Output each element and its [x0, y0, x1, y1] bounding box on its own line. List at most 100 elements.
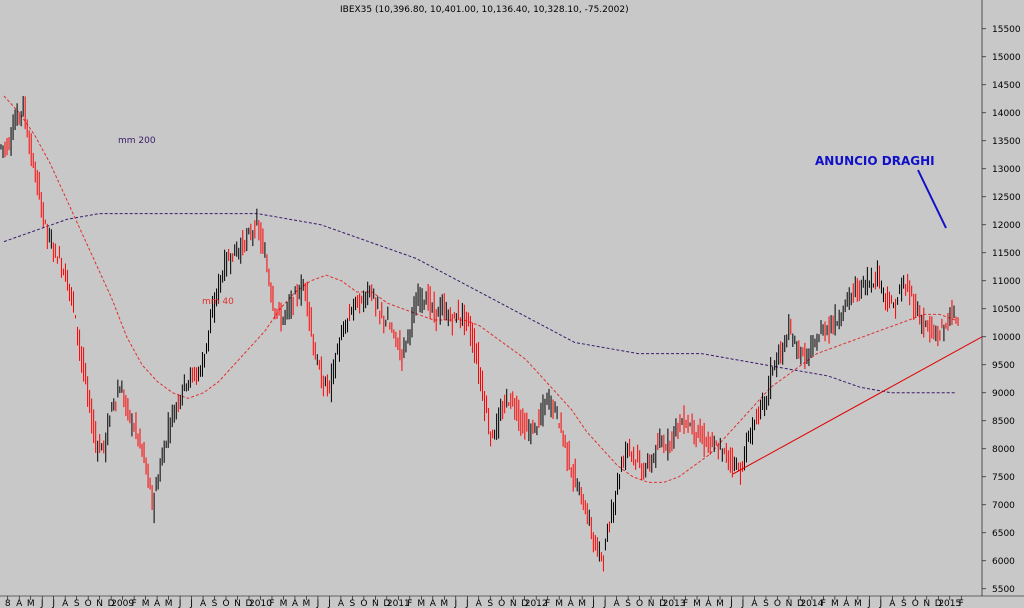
- x-tick-label: S: [74, 599, 80, 608]
- x-tick-label: A: [751, 599, 758, 608]
- x-tick-label: O: [85, 599, 92, 608]
- y-tick-label: 12000: [992, 221, 1021, 231]
- x-tick-label: J: [51, 599, 55, 608]
- x-tick-label: F: [269, 599, 274, 608]
- y-tick-label: 6500: [992, 529, 1015, 539]
- x-tick-label: M: [693, 599, 701, 608]
- x-tick-label: J: [465, 599, 469, 608]
- x-tick-label: 2015: [938, 599, 961, 608]
- y-tick-label: 14500: [992, 81, 1021, 91]
- x-tick-label: N: [923, 599, 930, 608]
- x-tick-label: J: [867, 599, 871, 608]
- x-tick-label: O: [912, 599, 919, 608]
- x-tick-label: F: [683, 599, 688, 608]
- x-tick-label: 2012: [525, 599, 548, 608]
- x-tick-label: M: [142, 599, 150, 608]
- x-tick-label: A: [430, 599, 437, 608]
- x-tick-label: S: [901, 599, 907, 608]
- x-tick-label: J: [603, 599, 607, 608]
- x-tick-label: O: [360, 599, 367, 608]
- y-tick-label: 14000: [992, 109, 1021, 119]
- y-axis: 5500 6000 6500 7000 7500 8000 8500 9000 9500 1000…: [982, 25, 1021, 595]
- x-tick-label: A: [154, 599, 161, 608]
- x-tick-label: J: [741, 599, 745, 608]
- x-tick-label: M: [280, 599, 288, 608]
- annotation-arrow: [917, 169, 947, 229]
- mm200-series: [3, 213, 955, 394]
- x-tick-label: J: [327, 599, 331, 608]
- x-tick-label: 2013: [663, 599, 686, 608]
- x-tick-label: M: [165, 599, 173, 608]
- x-tick-label: M: [440, 599, 448, 608]
- y-tick-label: 8500: [992, 417, 1015, 427]
- y-tick-label: 11500: [992, 249, 1021, 259]
- y-tick-label: 8000: [992, 445, 1015, 455]
- x-tick-label: N: [648, 599, 655, 608]
- y-tick-label: 5500: [992, 585, 1015, 595]
- x-tick-label: S: [487, 599, 493, 608]
- x-tick-label: D: [797, 599, 804, 608]
- x-tick-label: 2011: [387, 599, 410, 608]
- price-series: [0, 96, 959, 572]
- trendline: [732, 336, 983, 475]
- x-tick-label: 2009: [111, 599, 134, 608]
- x-tick-label: D: [108, 599, 115, 608]
- x-tick-label: D: [935, 599, 942, 608]
- mm200-line: [3, 213, 955, 394]
- x-tick-label: A: [568, 599, 575, 608]
- x-tick-label: M: [555, 599, 563, 608]
- mm40-series: [3, 95, 956, 483]
- x-tick-label: 8: [5, 599, 11, 608]
- mm40-line: [3, 95, 956, 483]
- x-tick-label: A: [614, 599, 621, 608]
- x-tick-label: A: [292, 599, 299, 608]
- x-tick-label: J: [591, 599, 595, 608]
- chart-title: IBEX35 (10,396.80, 10,401.00, 10,136.40,…: [340, 5, 629, 15]
- x-tick-label: D: [659, 599, 666, 608]
- x-tick-label: O: [498, 599, 505, 608]
- x-tick-label: O: [222, 599, 229, 608]
- y-tick-label: 11000: [992, 277, 1021, 287]
- x-tick-label: J: [316, 599, 320, 608]
- x-tick-label: N: [96, 599, 103, 608]
- x-tick-label: S: [212, 599, 218, 608]
- x-tick-label: F: [821, 599, 826, 608]
- x-tick-label: 2010: [249, 599, 272, 608]
- x-tick-label: M: [578, 599, 586, 608]
- x-tick-label: N: [510, 599, 517, 608]
- x-tick-label: N: [372, 599, 379, 608]
- x-tick-label: N: [786, 599, 793, 608]
- x-tick-label: D: [383, 599, 390, 608]
- x-tick-label: J: [729, 599, 733, 608]
- y-tick-label: 9000: [992, 389, 1015, 399]
- x-tick-label: A: [705, 599, 712, 608]
- x-tick-label: D: [521, 599, 528, 608]
- y-tick-label: 9500: [992, 361, 1015, 371]
- y-tick-label: 7500: [992, 473, 1015, 483]
- x-tick-label: A: [200, 599, 207, 608]
- x-tick-label: N: [234, 599, 241, 608]
- x-tick-label: A: [889, 599, 896, 608]
- x-tick-label: S: [625, 599, 631, 608]
- y-tick-label: 15500: [992, 25, 1021, 35]
- x-tick-label: J: [879, 599, 883, 608]
- x-tick-label: F: [959, 599, 964, 608]
- mm40-label: mm 40: [202, 297, 234, 307]
- y-tick-label: 13500: [992, 137, 1021, 147]
- x-tick-label: S: [763, 599, 769, 608]
- x-tick-label: J: [40, 599, 44, 608]
- x-tick-label: D: [246, 599, 253, 608]
- x-tick-label: F: [407, 599, 412, 608]
- x-tick-label: M: [27, 599, 35, 608]
- mm200-label: mm 200: [118, 136, 156, 146]
- x-tick-label: S: [350, 599, 356, 608]
- x-tick-label: M: [716, 599, 724, 608]
- x-tick-label: J: [453, 599, 457, 608]
- x-tick-label: J: [189, 599, 193, 608]
- x-tick-label: A: [843, 599, 850, 608]
- x-tick-label: O: [636, 599, 643, 608]
- x-tick-label: O: [774, 599, 781, 608]
